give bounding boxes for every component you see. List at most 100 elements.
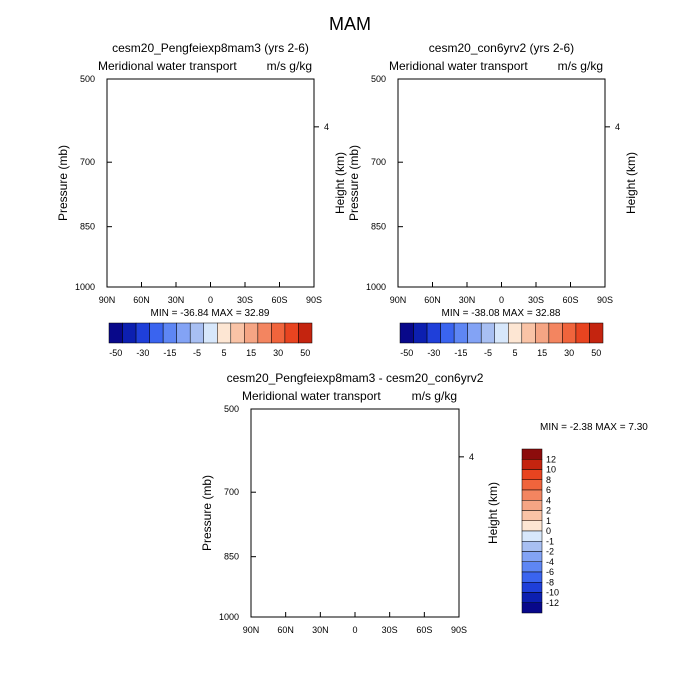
contour-region	[235, 162, 285, 278]
panel-right-subtitle: m/s g/kg	[412, 389, 457, 403]
colorbar-label: -1	[546, 536, 554, 546]
x-tick-label: 0	[499, 295, 504, 305]
x-tick-label: 60N	[424, 295, 441, 305]
contour-region	[186, 237, 225, 287]
colorbar-swatch	[521, 561, 543, 573]
contour-region	[448, 252, 469, 287]
contour-region	[251, 409, 459, 617]
contour-region	[415, 607, 436, 617]
colorbar-swatch	[413, 322, 428, 344]
colorbar-swatch	[203, 322, 218, 344]
colorbar-swatch	[521, 479, 543, 491]
colorbar-swatch	[494, 322, 509, 344]
y-tick-label: 850	[80, 222, 95, 232]
colorbar-swatch	[521, 489, 543, 501]
colorbar-swatch	[440, 322, 455, 344]
contour-region	[211, 79, 315, 287]
colorbar-label: 30	[273, 348, 283, 358]
colorbar-label: -50	[400, 348, 413, 358]
colorbar-swatch	[399, 322, 414, 344]
colorbar-label: -2	[546, 547, 554, 557]
colorbar-swatch	[535, 322, 550, 344]
y-axis-label: Pressure (mb)	[200, 475, 214, 551]
colorbar: -50 -30 -15 -5 5 15 30 50	[108, 322, 313, 358]
colorbar-swatch	[230, 322, 245, 344]
colorbar-swatch	[162, 322, 177, 344]
contour-region	[194, 255, 221, 287]
colorbar-swatch	[589, 322, 604, 344]
panel-title: cesm20_con6yrv2 (yrs 2-6)	[429, 41, 574, 55]
plot-frame	[397, 78, 606, 288]
contour-region	[398, 79, 502, 287]
colorbar-swatch	[521, 530, 543, 542]
x-tick-label: 90N	[243, 625, 260, 635]
colorbar-swatch	[521, 448, 543, 460]
chart-panel-3: cesm20_Pengfeiexp8mam3 - cesm20_con6yrv2…	[200, 371, 648, 635]
x-tick-label: 90S	[597, 295, 613, 305]
colorbar-label: -30	[136, 348, 149, 358]
x-tick-label: 90S	[306, 295, 322, 305]
colorbar-swatch	[521, 500, 543, 511]
contour-region	[535, 204, 564, 271]
colorbar-label: -5	[484, 348, 492, 358]
colorbar-swatch	[521, 322, 536, 344]
contour-region	[107, 79, 211, 287]
contour-field	[398, 79, 605, 287]
colorbar-swatch	[548, 322, 563, 344]
colorbar-label: 50	[300, 348, 310, 358]
contour-region	[439, 231, 472, 287]
colorbar-swatch	[149, 322, 164, 344]
y-tick-label: 700	[80, 157, 95, 167]
y-axis-label: Pressure (mb)	[347, 145, 361, 221]
contour-region	[477, 237, 516, 287]
x-tick-label: 90S	[451, 625, 467, 635]
plot-frame	[106, 78, 315, 288]
colorbar-label: -10	[546, 588, 559, 598]
x-tick-label: 0	[352, 625, 357, 635]
colorbar-label: 8	[546, 475, 551, 485]
x-tick-label: 30N	[312, 625, 329, 635]
x-tick-label: 30S	[237, 295, 253, 305]
figure-title: MAM	[329, 14, 371, 34]
y-tick-label: 500	[224, 404, 239, 414]
colorbar: -50 -30 -15 -5 5 15 30 50	[399, 322, 604, 358]
right-axis-label: Height (km)	[486, 482, 500, 544]
colorbar-label: -12	[546, 598, 559, 608]
colorbar-swatch	[521, 551, 543, 562]
colorbar-swatch	[189, 322, 204, 344]
colorbar-swatch	[562, 322, 577, 344]
y-tick-label: 500	[371, 74, 386, 84]
colorbar-label: 15	[246, 348, 256, 358]
x-tick-label: 30N	[168, 295, 185, 305]
x-tick-label: 90N	[390, 295, 407, 305]
colorbar-label: -5	[193, 348, 201, 358]
panel-title: cesm20_Pengfeiexp8mam3 - cesm20_con6yrv2	[227, 371, 484, 385]
colorbar-swatch	[521, 541, 543, 552]
colorbar-swatch	[521, 469, 543, 480]
x-tick-label: 30S	[528, 295, 544, 305]
colorbar-label: 5	[222, 348, 227, 358]
colorbar-swatch	[521, 571, 543, 583]
contour-region	[417, 430, 432, 617]
panel-right-subtitle: m/s g/kg	[267, 59, 312, 73]
contour-region	[148, 231, 181, 287]
y-tick-label: 700	[224, 487, 239, 497]
colorbar-label: 2	[546, 506, 551, 516]
right-tick-label: 4	[469, 452, 474, 462]
colorbar-swatch	[575, 322, 590, 344]
colorbar-swatch	[271, 322, 286, 344]
contour-region	[397, 471, 407, 596]
colorbar-swatch	[257, 322, 272, 344]
colorbar-label: 6	[546, 485, 551, 495]
right-axis-label: Height (km)	[624, 152, 638, 214]
contour-region	[179, 208, 231, 287]
plot-frame	[250, 408, 460, 618]
contour-region	[423, 173, 460, 287]
colorbar-label: -50	[109, 348, 122, 358]
contour-region	[257, 409, 338, 617]
contour-region	[547, 262, 564, 283]
colorbar-label: 30	[564, 348, 574, 358]
colorbar-swatch	[217, 322, 232, 344]
contour-region	[244, 204, 273, 271]
y-tick-label: 850	[371, 222, 386, 232]
